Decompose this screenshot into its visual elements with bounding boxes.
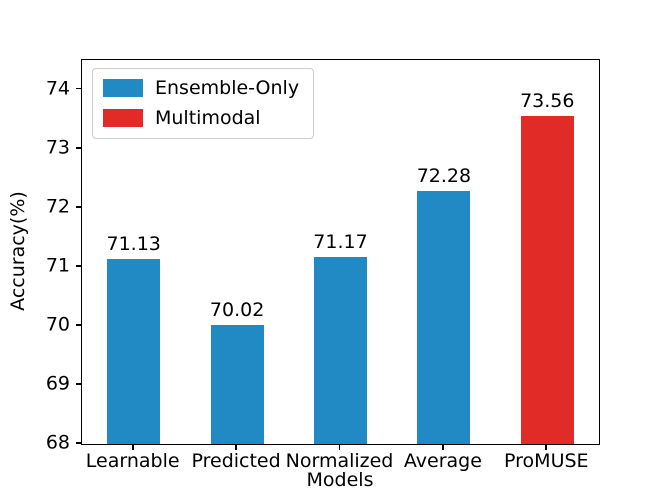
- y-tick-mark: [76, 264, 81, 267]
- bar-learnable: [107, 259, 161, 444]
- legend-row: Ensemble-Only: [103, 78, 299, 99]
- x-tick-mark: [235, 445, 237, 450]
- y-tick-mark: [76, 146, 81, 149]
- bar-promuse: [520, 115, 574, 444]
- y-tick-mark: [76, 323, 81, 326]
- legend-swatch-icon: [103, 79, 143, 98]
- y-tick-label: 73: [45, 136, 70, 159]
- x-tick-mark: [545, 445, 548, 450]
- y-tick-label: 68: [45, 431, 70, 454]
- y-axis-title: Accuracy(%): [7, 191, 29, 311]
- bar-normalized: [314, 256, 367, 444]
- y-tick-label: 74: [45, 77, 70, 100]
- y-tick-label: 69: [45, 372, 70, 395]
- legend-swatch-icon: [103, 109, 143, 128]
- y-tick-label: 72: [45, 195, 70, 218]
- x-tick-mark: [131, 445, 134, 450]
- x-tick-label-average: Average: [403, 450, 482, 472]
- legend: Ensemble-Only Multimodal: [92, 68, 315, 139]
- legend-row: Multimodal: [103, 106, 299, 129]
- bar-value-label: 71.13: [106, 233, 161, 256]
- y-tick-mark: [76, 205, 81, 208]
- x-tick-label-predicted: Predicted: [191, 450, 281, 472]
- bar-predicted: [210, 324, 264, 444]
- legend-label: Ensemble-Only: [155, 77, 300, 99]
- x-axis-title: Models: [306, 469, 374, 491]
- y-tick-label: 71: [45, 254, 70, 277]
- x-tick-label-learnable: Learnable: [85, 450, 180, 472]
- legend-label: Multimodal: [155, 106, 261, 129]
- y-tick-label: 70: [45, 313, 70, 336]
- x-tick-label-normalized: Normalized: [285, 450, 394, 472]
- bar-value-label: 72.28: [416, 165, 472, 188]
- bar-value-label: 71.17: [313, 230, 368, 253]
- bar-value-label: 70.02: [209, 298, 265, 321]
- plot-area: Ensemble-Only Multimodal 71.13 70.02 71.17 7…: [81, 59, 600, 445]
- x-tick-label-promuse: ProMUSE: [504, 450, 589, 472]
- x-tick-mark: [338, 445, 341, 450]
- y-tick-mark: [76, 442, 81, 444]
- x-tick-mark: [442, 445, 444, 450]
- bar-value-label: 73.56: [520, 89, 575, 112]
- y-tick-mark: [76, 383, 81, 385]
- y-tick-mark: [76, 87, 81, 90]
- bar-average: [417, 191, 471, 444]
